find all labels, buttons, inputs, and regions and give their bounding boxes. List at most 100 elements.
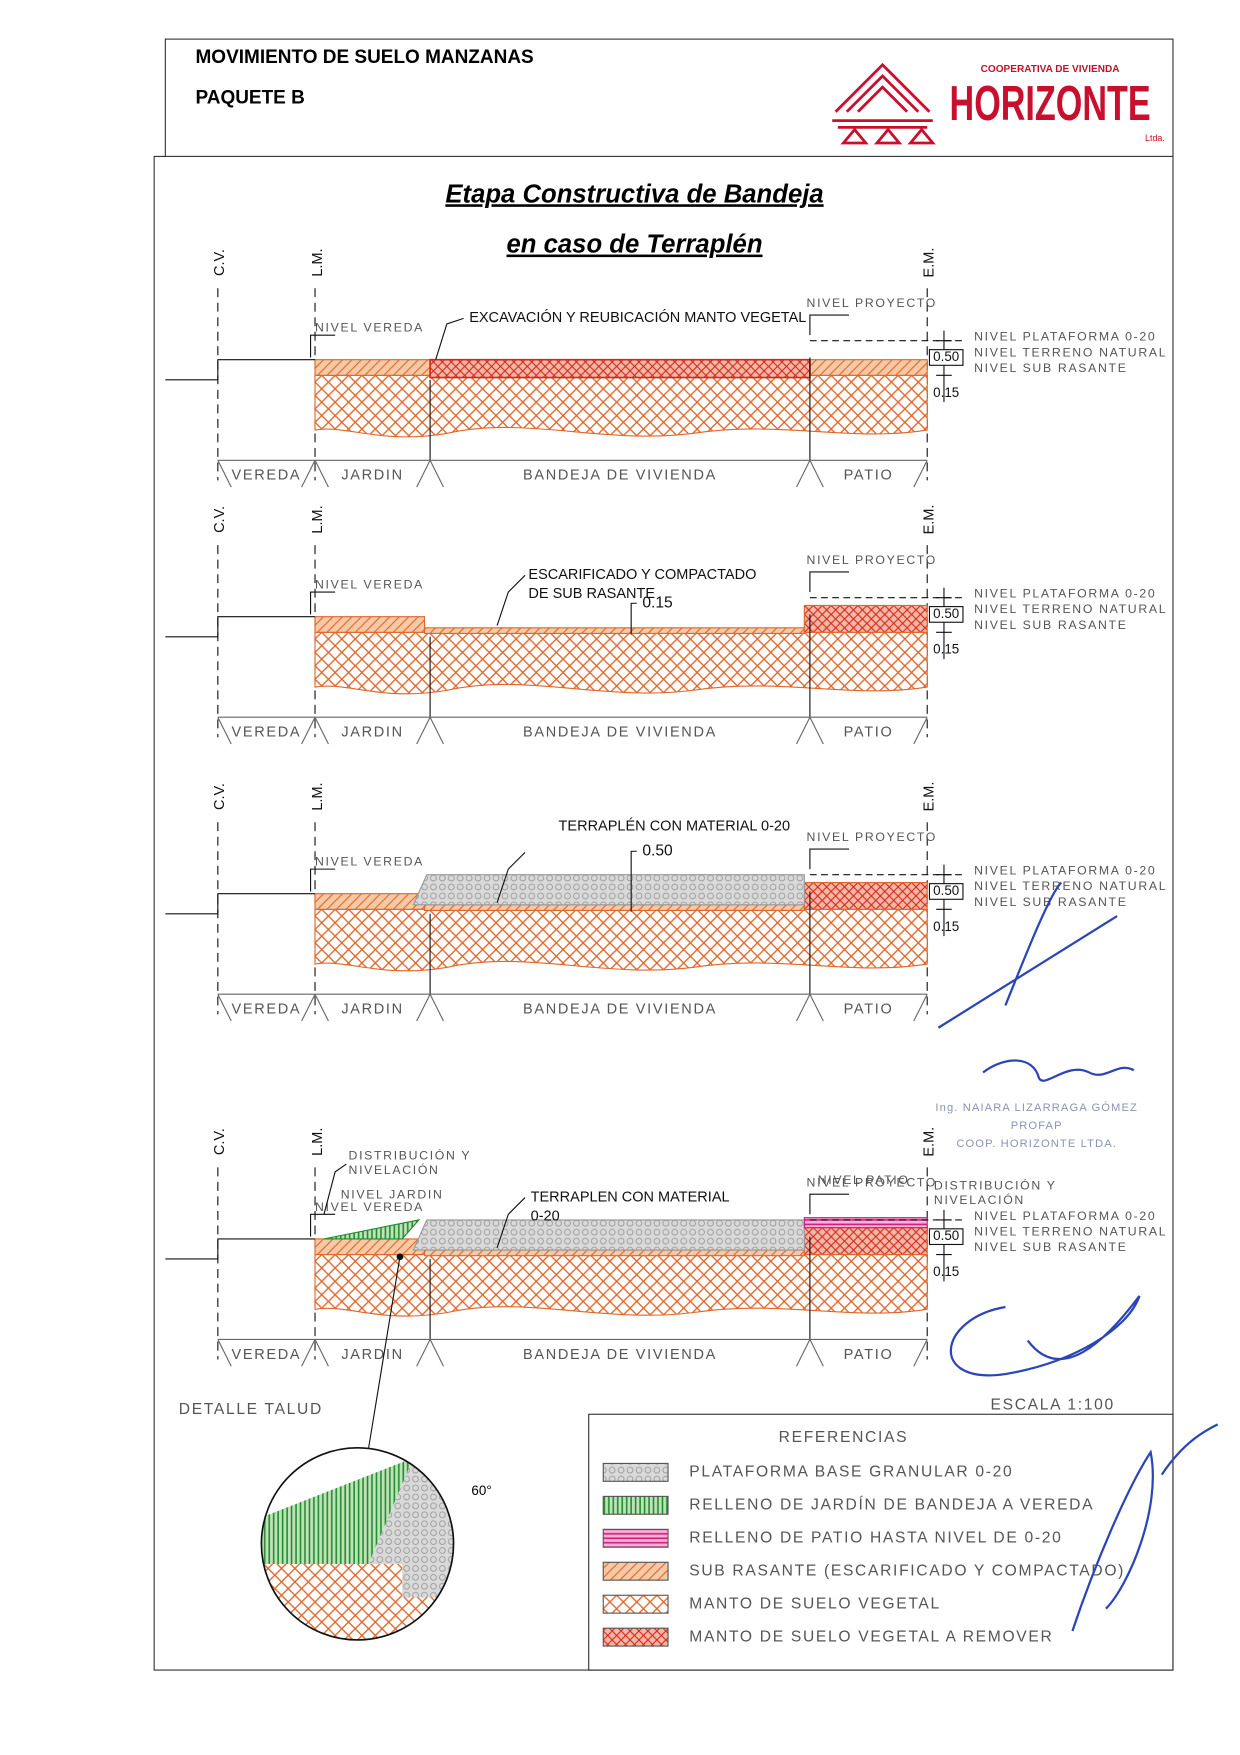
legend-title: REFERENCIAS (779, 1429, 909, 1446)
stamp-line: Ing. NAIARA LIZARRAGA GÓMEZ (935, 1101, 1138, 1114)
axis-marker: L.M. (310, 782, 326, 810)
legend-label: MANTO DE SUELO VEGETAL (689, 1595, 941, 1612)
legend-frame (588, 1413, 1174, 1671)
zone-label: PATIO (844, 725, 894, 741)
dim-lines (936, 864, 952, 937)
legend-label: PLATAFORMA BASE GRANULAR 0-20 (689, 1463, 1013, 1480)
level-label: DISTRIBUCIÓN Y (349, 1147, 472, 1162)
dim-box (928, 883, 964, 900)
stamp-line: PROFAP (1011, 1120, 1063, 1132)
zone-label: PATIO (844, 1347, 894, 1363)
zone-label: VEREDA (232, 1002, 302, 1018)
zone-bracket (429, 459, 811, 488)
dim-lines (936, 587, 952, 660)
axis-marker: E.M. (921, 505, 937, 535)
zone-label: VEREDA (232, 468, 302, 484)
zone-bracket (809, 459, 928, 488)
manto-vegetal (314, 908, 928, 972)
zone-bracket (217, 459, 316, 488)
level-label: NIVEL PLATAFORMA 0-20 (974, 330, 1156, 344)
legend-label: RELLENO DE JARDÍN DE BANDEJA A VEREDA (689, 1494, 1094, 1513)
axis-marker: L.M. (310, 248, 326, 276)
note: ESCARIFICADO Y COMPACTADO (528, 567, 756, 583)
level-label: NIVELACIÓN (934, 1192, 1025, 1207)
axis-marker: E.M. (921, 248, 937, 278)
zone-bracket (429, 1338, 811, 1367)
leader (310, 334, 336, 358)
inner-dimension: 0.50 (642, 842, 673, 859)
section: C.V. L.M. E.M. NIVEL PROYECTO NIVEL VEREDA EX… (165, 248, 1167, 488)
detail-label: DETALLE TALUD (179, 1401, 323, 1418)
level-label: NIVEL PATIO (818, 1173, 910, 1187)
note: TERRAPLEN CON MATERIAL (531, 1189, 730, 1205)
zone-bracket (217, 716, 316, 745)
legend-label: SUB RASANTE (ESCARIFICADO Y COMPACTADO) (689, 1562, 1125, 1579)
zone-label: VEREDA (232, 1347, 302, 1363)
zone-bracket (217, 1338, 316, 1367)
dim-box (928, 1228, 964, 1246)
dimension: 0.50 (933, 1228, 959, 1243)
plataforma (412, 1219, 805, 1251)
zone-divider (429, 1236, 811, 1340)
header-frame (164, 38, 1174, 157)
drawing-subtitle: en caso de Terraplén (507, 231, 763, 259)
level-label: NIVEL VEREDA (315, 578, 424, 592)
axis-marker: C.V. (212, 249, 228, 276)
zone-label: JARDIN (341, 1002, 403, 1018)
level-label: NIVEL PLATAFORMA 0-20 (974, 1209, 1156, 1223)
dimension: 0.15 (933, 642, 959, 657)
logo-suffix: Ltda. (1145, 133, 1165, 143)
dimension: 0.50 (933, 606, 959, 621)
level-label: NIVEL SUB RASANTE (974, 361, 1127, 375)
zone-label: PATIO (844, 468, 894, 484)
inner-dim-line (630, 850, 637, 912)
scale: ESCALA 1:100 (991, 1396, 1115, 1413)
sidewalk (165, 359, 316, 381)
sidewalk (165, 616, 316, 638)
detail-angle: 60° (471, 1483, 491, 1498)
zone-label: BANDEJA DE VIVIENDA (523, 468, 717, 484)
zone-label: JARDIN (341, 1347, 403, 1363)
inner-dimension: 0.15 (642, 594, 673, 611)
note: 0-20 (531, 1208, 560, 1224)
dimension: 0.50 (933, 349, 959, 364)
section: C.V. L.M. E.M. NIVEL PROYECTO NIVEL VEREDA TE… (165, 782, 1166, 1022)
detail-point (396, 1253, 404, 1261)
leader (809, 1193, 850, 1215)
sub-rasante-jardin (314, 1238, 426, 1256)
dim-box (928, 349, 964, 366)
sidewalk (165, 1238, 316, 1260)
level-label: NIVEL SUB RASANTE (974, 1240, 1127, 1254)
dimension: 0.50 (933, 883, 959, 898)
logo-top: COOPERATIVA DE VIVIENDA (981, 64, 1120, 75)
note: DE SUB RASANTE (528, 586, 655, 602)
manto-vegetal (314, 374, 928, 438)
legend-swatch (602, 1627, 669, 1647)
level-label: NIVEL SUB RASANTE (974, 618, 1127, 632)
leader (323, 1163, 347, 1215)
leader (809, 314, 850, 336)
leader (310, 591, 336, 615)
section: C.V. L.M. E.M. NIVEL PROYECTO NIVEL VEREDA TE… (165, 1127, 1167, 1367)
level-label: NIVELACIÓN (349, 1162, 440, 1177)
stamp: Ing. NAIARA LIZARRAGA GÓMEZ PROFAP COOP.… (935, 1101, 1138, 1150)
note-leader (496, 574, 526, 626)
level-label: NIVEL TERRENO NATURAL (974, 1224, 1167, 1238)
header-subtitle: PAQUETE B (195, 87, 304, 108)
relleno-patio (803, 1217, 928, 1229)
stamp-line: COOP. HORIZONTE LTDA. (956, 1138, 1117, 1150)
logo-name: HORIZONTE (950, 77, 1151, 131)
legend: PLATAFORMA BASE GRANULAR 0-20 RELLENO DE … (602, 1462, 1125, 1647)
zone-bracket (314, 1338, 431, 1367)
level-label: NIVEL VEREDA (315, 321, 424, 335)
note-leader (496, 851, 526, 903)
level-label: NIVEL PROYECTO (807, 830, 937, 844)
note: EXCAVACIÓN Y REUBICACIÓN MANTO VEGETAL (469, 309, 806, 326)
header-title: MOVIMIENTO DE SUELO MANZANAS (195, 47, 533, 68)
level-label: NIVEL TERRENO NATURAL (974, 345, 1167, 359)
zone-label: BANDEJA DE VIVIENDA (523, 1002, 717, 1018)
axis-marker: C.V. (212, 506, 228, 533)
note-leader (435, 317, 464, 360)
excavation (429, 358, 811, 379)
